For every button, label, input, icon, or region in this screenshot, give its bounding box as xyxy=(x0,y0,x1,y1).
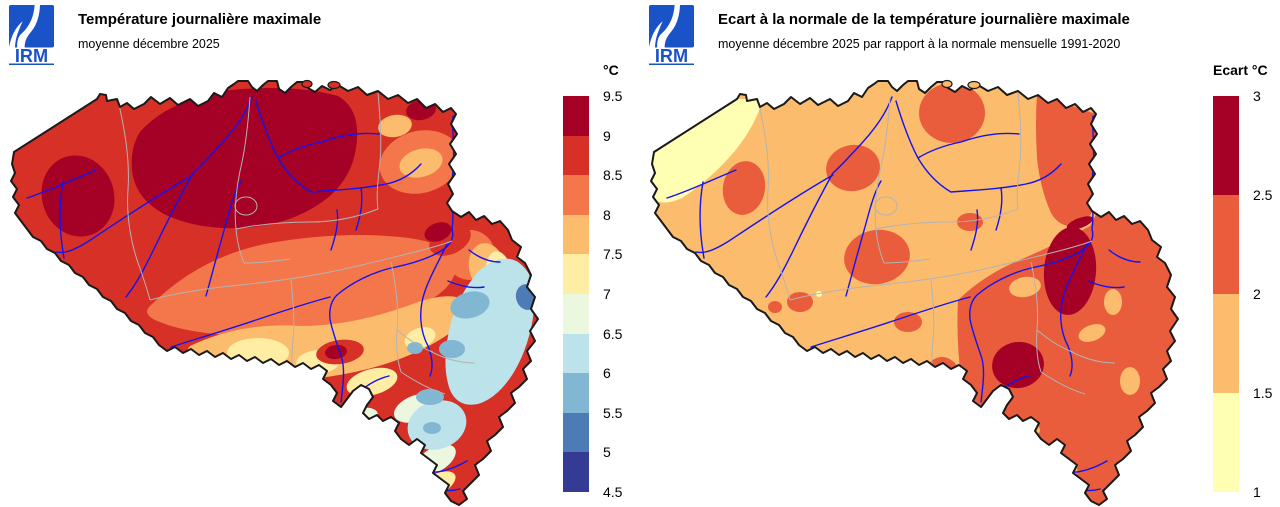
irm-logo-swoosh xyxy=(17,5,40,48)
irm-logo: IRM xyxy=(9,5,54,65)
baarle-enclave xyxy=(967,80,981,90)
colorbar-block xyxy=(563,373,589,413)
irm-logo-text: IRM xyxy=(15,46,48,65)
baarle-enclave xyxy=(941,79,953,89)
colorbar-block xyxy=(1213,96,1239,195)
colorbar-block xyxy=(563,214,589,255)
baarle-enclave xyxy=(327,80,341,90)
colorbar-unit-label: Ecart °C xyxy=(1213,62,1268,78)
colorbar-block xyxy=(563,452,589,492)
colorbar-tick-label: 5.5 xyxy=(603,404,623,421)
colorbar-tick-label: 2.5 xyxy=(1253,187,1273,203)
colorbar-tick-label: 8.5 xyxy=(603,167,623,184)
colorbar-block xyxy=(1213,294,1239,393)
colorbar-block xyxy=(563,254,589,294)
left-map-title: Température journalière maximale xyxy=(78,11,322,28)
colorbar-tick-label: 9.5 xyxy=(603,88,623,104)
irm-logo-wedge xyxy=(649,21,663,48)
irm-logo: IRM xyxy=(649,5,694,65)
right-map-title: Ecart à la normale de la température jou… xyxy=(718,11,1130,28)
temperature-field xyxy=(11,81,538,505)
colorbar-unit-label: °C xyxy=(603,62,619,78)
colorbar-block xyxy=(563,175,589,215)
anomaly-field xyxy=(651,81,1178,505)
colorbar-block xyxy=(563,294,589,334)
baarle-enclave xyxy=(301,79,313,89)
irm-logo-underline xyxy=(649,63,694,65)
colorbar-tick-label: 6.5 xyxy=(603,325,623,342)
right-map-subtitle: moyenne décembre 2025 par rapport à la n… xyxy=(718,37,1121,51)
colorbar-tick-label: 5 xyxy=(603,444,611,461)
colorbar-tick-label: 7.5 xyxy=(603,246,623,263)
temperature-colorbar: °C 9.5 9 8.5 8 7.5 7 6.5 6 5.5 5 4.5 xyxy=(561,62,661,507)
colorbar-tick-label: 4.5 xyxy=(603,484,623,500)
colorbar-tick-label: 1.5 xyxy=(1253,385,1273,401)
colorbar-tick-label: 2 xyxy=(1253,286,1261,302)
anomaly-map-belgium xyxy=(650,79,1179,506)
anomaly-colorbar: Ecart °C 3 2.5 2 1.5 1 xyxy=(1211,62,1280,507)
irm-logo-text: IRM xyxy=(655,46,688,65)
colorbar-tick-label: 9 xyxy=(603,127,611,144)
colorbar-tick-label: 7 xyxy=(603,286,611,302)
temperature-map-belgium xyxy=(10,79,539,506)
colorbar-tick-label: 8 xyxy=(603,206,611,223)
left-map-subtitle: moyenne décembre 2025 xyxy=(78,37,220,51)
colorbar-block xyxy=(1213,195,1239,294)
colorbar-block xyxy=(563,96,589,136)
irm-logo-swoosh xyxy=(657,5,680,48)
colorbar-block xyxy=(563,412,589,453)
colorbar-tick-label: 1 xyxy=(1253,484,1261,500)
colorbar-block xyxy=(563,333,589,374)
colorbar-block xyxy=(563,135,589,176)
irm-logo-underline xyxy=(9,63,54,65)
colorbar-tick-label: 6 xyxy=(603,365,611,382)
colorbar-tick-label: 3 xyxy=(1253,88,1261,104)
irm-logo-wedge xyxy=(9,21,23,48)
colorbar-block xyxy=(1213,393,1239,492)
